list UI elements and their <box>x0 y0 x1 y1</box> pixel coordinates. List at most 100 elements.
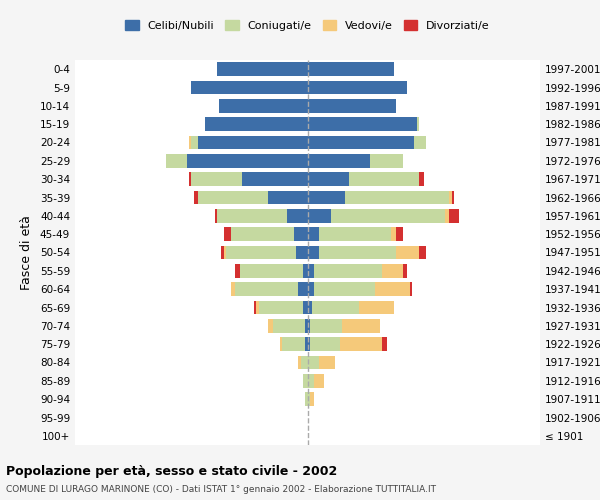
Bar <box>231 282 235 296</box>
Bar <box>303 264 308 278</box>
Bar <box>189 136 191 149</box>
Bar <box>396 246 419 260</box>
Bar <box>410 282 412 296</box>
Bar <box>224 228 231 241</box>
Bar <box>370 154 403 168</box>
Bar <box>419 172 424 186</box>
Bar <box>191 136 198 149</box>
Bar <box>382 264 403 278</box>
Bar <box>310 392 314 406</box>
Bar <box>287 209 308 222</box>
Bar <box>217 209 287 222</box>
Bar <box>308 246 319 260</box>
Bar <box>445 209 449 222</box>
Bar <box>256 300 259 314</box>
Legend: Celibi/Nubili, Coniugati/e, Vedovi/e, Divorziati/e: Celibi/Nubili, Coniugati/e, Vedovi/e, Di… <box>121 16 494 35</box>
Bar <box>308 154 370 168</box>
Bar <box>340 338 382 351</box>
Bar <box>319 246 396 260</box>
Bar <box>189 172 191 186</box>
Bar <box>219 99 308 112</box>
Bar <box>308 172 349 186</box>
Bar <box>298 282 308 296</box>
Y-axis label: Fasce di età: Fasce di età <box>20 215 33 290</box>
Bar <box>308 80 407 94</box>
Bar <box>194 190 198 204</box>
Bar <box>349 172 419 186</box>
Bar <box>298 356 301 370</box>
Bar <box>217 62 308 76</box>
Bar <box>242 172 308 186</box>
Bar <box>215 209 217 222</box>
Bar <box>191 172 242 186</box>
Bar <box>282 338 305 351</box>
Bar <box>314 264 382 278</box>
Bar <box>303 374 308 388</box>
Bar <box>254 300 256 314</box>
Bar <box>308 190 344 204</box>
Bar <box>303 300 308 314</box>
Bar <box>308 338 310 351</box>
Bar <box>319 356 335 370</box>
Bar <box>308 319 310 332</box>
Bar <box>308 99 396 112</box>
Bar <box>296 246 308 260</box>
Bar <box>308 282 314 296</box>
Bar <box>344 190 449 204</box>
Bar <box>308 136 415 149</box>
Bar <box>268 319 272 332</box>
Bar <box>259 300 303 314</box>
Bar <box>331 209 445 222</box>
Bar <box>417 118 419 131</box>
Bar <box>308 62 394 76</box>
Bar <box>308 209 331 222</box>
Bar <box>231 228 293 241</box>
Bar <box>187 154 308 168</box>
Text: Popolazione per età, sesso e stato civile - 2002: Popolazione per età, sesso e stato civil… <box>6 465 337 478</box>
Bar <box>403 264 407 278</box>
Bar <box>452 190 454 204</box>
Bar <box>235 264 240 278</box>
Bar <box>308 392 310 406</box>
Bar <box>319 228 391 241</box>
Bar <box>308 356 319 370</box>
Bar <box>301 356 308 370</box>
Bar <box>415 136 426 149</box>
Bar <box>343 319 380 332</box>
Bar <box>280 338 282 351</box>
Bar <box>226 246 296 260</box>
Bar <box>191 80 308 94</box>
Bar <box>449 190 452 204</box>
Bar <box>314 282 375 296</box>
Bar <box>382 338 386 351</box>
Bar <box>310 338 340 351</box>
Bar <box>308 300 312 314</box>
Bar <box>221 246 224 260</box>
Bar <box>314 374 324 388</box>
Bar <box>359 300 394 314</box>
Bar <box>240 264 303 278</box>
Bar <box>293 228 308 241</box>
Bar <box>305 338 308 351</box>
Bar <box>375 282 410 296</box>
Text: COMUNE DI LURAGO MARINONE (CO) - Dati ISTAT 1° gennaio 2002 - Elaborazione TUTTI: COMUNE DI LURAGO MARINONE (CO) - Dati IS… <box>6 485 436 494</box>
Bar <box>235 282 298 296</box>
Bar <box>205 118 308 131</box>
Bar <box>449 209 458 222</box>
Bar <box>166 154 187 168</box>
Bar <box>308 374 314 388</box>
Bar <box>308 264 314 278</box>
Bar <box>396 228 403 241</box>
Bar <box>272 319 305 332</box>
Bar <box>224 246 226 260</box>
Bar <box>391 228 396 241</box>
Bar <box>419 246 426 260</box>
Bar <box>305 319 308 332</box>
Bar <box>312 300 359 314</box>
Bar <box>268 190 308 204</box>
Bar <box>198 136 308 149</box>
Bar <box>198 190 268 204</box>
Bar <box>308 118 417 131</box>
Bar <box>310 319 343 332</box>
Bar <box>305 392 308 406</box>
